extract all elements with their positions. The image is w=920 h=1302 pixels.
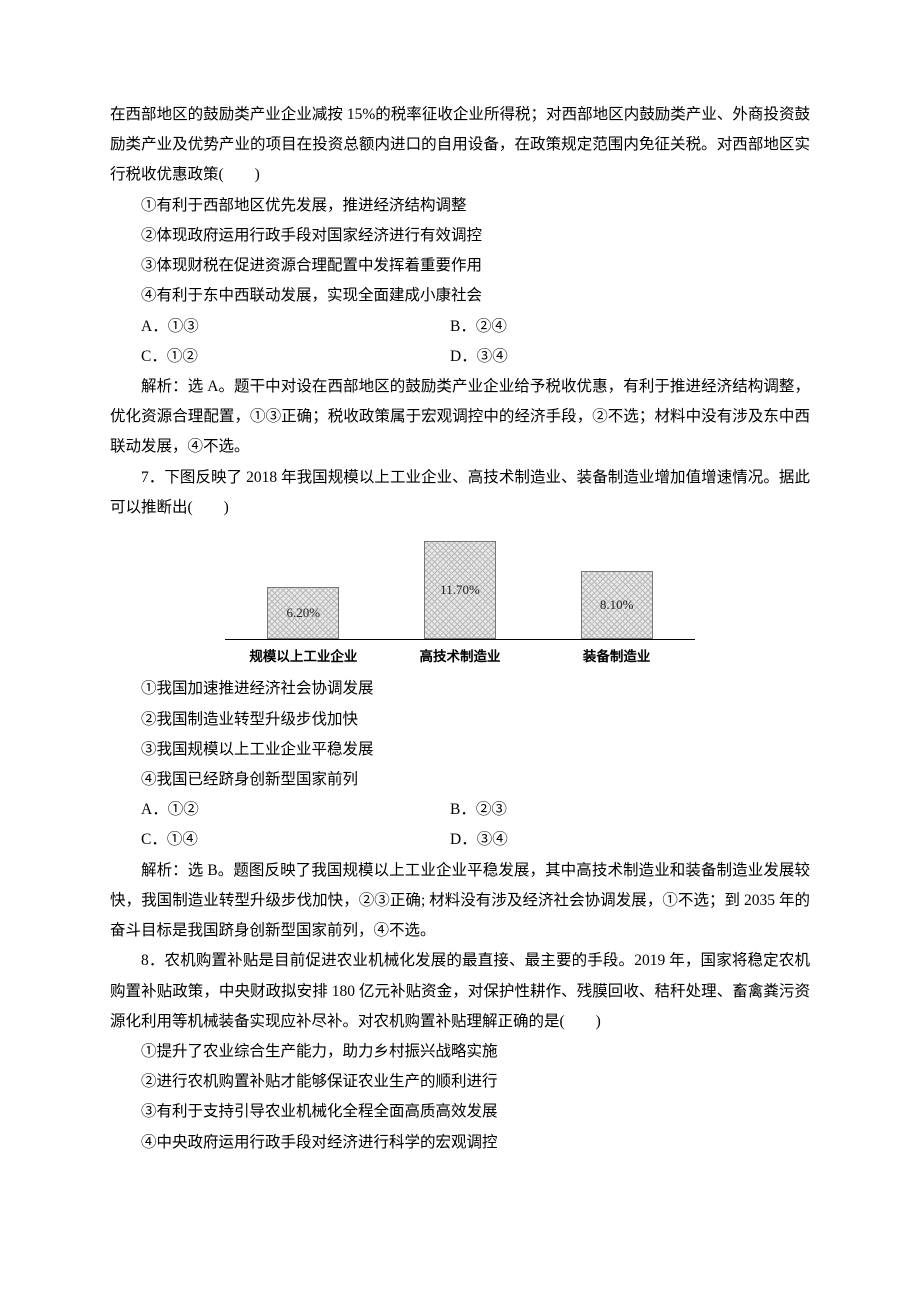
x-label-3: 装备制造业 [539,644,694,670]
bar-3: 8.10% [581,571,653,639]
q6-statement-3: ③体现财税在促进资源合理配置中发挥着重要作用 [110,251,810,281]
bar-3-value: 8.10% [600,592,634,617]
bar-1-value: 6.20% [287,600,321,625]
q8-statement-2: ②进行农机购置补贴才能够保证农业生产的顺利进行 [110,1067,810,1097]
q8-statement-3: ③有利于支持引导农业机械化全程全面高质高效发展 [110,1097,810,1127]
q7-option-c: C．①④ [110,825,450,855]
bar-2: 11.70% [424,541,496,639]
bar-2-value: 11.70% [440,577,480,602]
q7-bar-chart: 6.20% 11.70% 8.10% 规模以上工业企业 高技术制造业 装备制造业 [225,529,695,670]
q6-statement-4: ④有利于东中西联动发展，实现全面建成小康社会 [110,281,810,311]
q6-option-d: D．③④ [450,342,810,372]
q6-statement-2: ②体现政府运用行政手段对国家经济进行有效调控 [110,221,810,251]
bar-col-3: 8.10% [539,529,694,639]
q6-stem-continued: 在西部地区的鼓励类产业企业减按 15%的税率征收企业所得税；对西部地区内鼓励类产… [110,100,810,191]
q8-statement-1: ①提升了农业综合生产能力，助力乡村振兴战略实施 [110,1037,810,1067]
q6-option-a: A．①③ [110,312,450,342]
q7-statement-1: ①我国加速推进经济社会协调发展 [110,674,810,704]
q6-option-c: C．①② [110,342,450,372]
q6-option-b: B．②④ [450,312,810,342]
x-label-1: 规模以上工业企业 [226,644,381,670]
q7-option-d: D．③④ [450,825,810,855]
q7-statement-2: ②我国制造业转型升级步伐加快 [110,705,810,735]
bar-col-2: 11.70% [382,529,537,639]
q6-answer: 解析：选 A。题干中对设在西部地区的鼓励类产业企业给予税收优惠，有利于推进经济结… [110,372,810,463]
chart-plot-area: 6.20% 11.70% 8.10% [225,529,695,640]
q8-statement-4: ④中央政府运用行政手段对经济进行科学的宏观调控 [110,1128,810,1158]
q6-statement-1: ①有利于西部地区优先发展，推进经济结构调整 [110,191,810,221]
x-label-2: 高技术制造业 [382,644,537,670]
q7-options-row-1: A．①② B．②③ [110,795,810,825]
bar-1: 6.20% [267,587,339,639]
q7-option-b: B．②③ [450,795,810,825]
q7-option-a: A．①② [110,795,450,825]
q8-stem: 8．农机购置补贴是目前促进农业机械化发展的最直接、最主要的手段。2019 年，国… [110,946,810,1037]
q7-answer: 解析：选 B。题图反映了我国规模以上工业企业平稳发展，其中高技术制造业和装备制造… [110,856,810,947]
bar-col-1: 6.20% [226,529,381,639]
chart-x-axis: 规模以上工业企业 高技术制造业 装备制造业 [225,644,695,670]
q7-statement-3: ③我国规模以上工业企业平稳发展 [110,735,810,765]
q7-statement-4: ④我国已经跻身创新型国家前列 [110,765,810,795]
q6-options-row-2: C．①② D．③④ [110,342,810,372]
q6-options-row-1: A．①③ B．②④ [110,312,810,342]
q7-stem: 7．下图反映了 2018 年我国规模以上工业企业、高技术制造业、装备制造业增加值… [110,463,810,523]
page: 在西部地区的鼓励类产业企业减按 15%的税率征收企业所得税；对西部地区内鼓励类产… [0,0,920,1238]
q7-options-row-2: C．①④ D．③④ [110,825,810,855]
